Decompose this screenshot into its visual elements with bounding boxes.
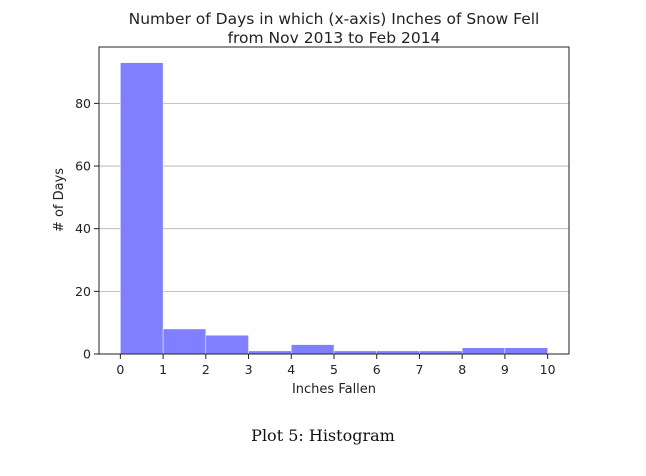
y-axis-label: # of Days bbox=[52, 168, 67, 232]
x-tick-label: 2 bbox=[202, 362, 210, 377]
x-tick-label: 0 bbox=[116, 362, 124, 377]
plot-frame bbox=[98, 46, 570, 355]
x-axis-label: Inches Fallen bbox=[292, 382, 376, 397]
y-axis-ticks: 0 20 40 60 80 bbox=[75, 96, 99, 362]
histogram-bar bbox=[162, 328, 207, 355]
x-tick-label: 5 bbox=[330, 362, 338, 377]
gridlines bbox=[99, 102, 569, 292]
chart-subtitle: from Nov 2013 to Feb 2014 bbox=[228, 29, 441, 47]
x-tick-label: 10 bbox=[540, 362, 556, 377]
histogram-bar bbox=[504, 347, 548, 355]
histogram-figure: Number of Days in which (x-axis) Inches … bbox=[52, 10, 570, 397]
histogram-bars bbox=[120, 62, 548, 355]
figure-caption: Plot 5: Histogram bbox=[251, 426, 395, 445]
x-tick-label: 6 bbox=[373, 362, 381, 377]
y-tick-label: 20 bbox=[75, 284, 91, 299]
y-tick-label: 80 bbox=[75, 96, 91, 111]
y-tick-label: 60 bbox=[75, 159, 91, 174]
y-tick-label: 0 bbox=[83, 347, 91, 362]
histogram-chart: Number of Days in which (x-axis) Inches … bbox=[52, 10, 570, 397]
histogram-bar bbox=[205, 334, 249, 355]
x-tick-label: 4 bbox=[287, 362, 295, 377]
chart-title: Number of Days in which (x-axis) Inches … bbox=[129, 10, 540, 28]
histogram-bar bbox=[461, 347, 506, 355]
x-tick-label: 9 bbox=[501, 362, 509, 377]
x-tick-label: 1 bbox=[159, 362, 167, 377]
histogram-bar bbox=[120, 62, 164, 355]
x-tick-label: 8 bbox=[458, 362, 466, 377]
histogram-bar bbox=[291, 344, 335, 355]
y-tick-label: 40 bbox=[75, 221, 91, 236]
x-tick-label: 7 bbox=[415, 362, 423, 377]
x-tick-label: 3 bbox=[245, 362, 253, 377]
x-axis-ticks: 0 1 2 3 4 5 6 7 8 9 10 bbox=[116, 354, 556, 377]
